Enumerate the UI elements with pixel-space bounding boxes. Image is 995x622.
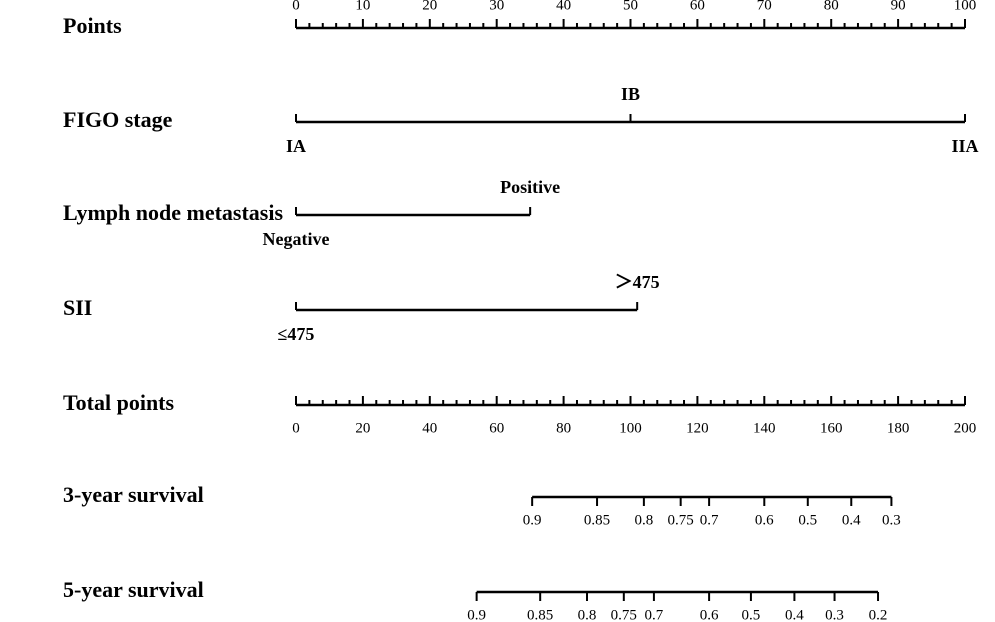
tick-label: 200: [954, 420, 977, 436]
tick-label: 0.9: [467, 607, 486, 622]
tick-label: 0: [292, 0, 300, 13]
tick-label: 20: [422, 0, 437, 13]
row-label: Points: [63, 13, 122, 38]
tick-label: 0.7: [700, 512, 719, 528]
tick-label: 20: [355, 420, 370, 436]
tick-label: 50: [623, 0, 638, 13]
tick-label: 0.85: [584, 512, 610, 528]
level-label: IIA: [951, 136, 978, 156]
tick-label: 30: [489, 0, 504, 13]
row-label: SII: [63, 295, 92, 320]
tick-label: 60: [489, 420, 504, 436]
level-label: Negative: [263, 229, 330, 249]
tick-label: 0.5: [742, 607, 761, 622]
level-label: IA: [286, 136, 306, 156]
row-label: 5-year survival: [63, 577, 204, 602]
tick-label: 0.2: [869, 607, 888, 622]
tick-label: 40: [422, 420, 437, 436]
tick-label: 60: [690, 0, 705, 13]
tick-label: 80: [824, 0, 839, 13]
row-label: 3-year survival: [63, 482, 204, 507]
tick-label: 0.4: [785, 607, 804, 622]
tick-label: 80: [556, 420, 571, 436]
tick-label: 180: [887, 420, 910, 436]
tick-label: 0.85: [527, 607, 553, 622]
tick-label: 0.6: [700, 607, 719, 622]
tick-label: 0.7: [645, 607, 664, 622]
tick-label: 0.4: [842, 512, 861, 528]
tick-label: 70: [757, 0, 772, 13]
tick-label: 0.3: [825, 607, 844, 622]
row-label: Lymph node metastasis: [63, 200, 283, 225]
tick-label: 0: [292, 420, 300, 436]
row-label: Total points: [63, 390, 175, 415]
tick-label: 0.5: [798, 512, 817, 528]
tick-label: 10: [355, 0, 370, 13]
tick-label: 160: [820, 420, 843, 436]
level-label: ≤475: [278, 324, 315, 344]
level-label: IB: [621, 84, 640, 104]
tick-label: 0.9: [523, 512, 542, 528]
level-label: ＞475: [615, 272, 660, 292]
level-label: Positive: [500, 177, 560, 197]
tick-label: 0.75: [668, 512, 694, 528]
tick-label: 40: [556, 0, 571, 13]
row-label: FIGO stage: [63, 107, 173, 132]
tick-label: 0.75: [611, 607, 637, 622]
tick-label: 100: [619, 420, 642, 436]
tick-label: 0.3: [882, 512, 901, 528]
tick-label: 0.8: [578, 607, 597, 622]
tick-label: 0.8: [635, 512, 654, 528]
tick-label: 140: [753, 420, 776, 436]
tick-label: 100: [954, 0, 977, 13]
tick-label: 0.6: [755, 512, 774, 528]
tick-label: 120: [686, 420, 709, 436]
tick-label: 90: [891, 0, 906, 13]
